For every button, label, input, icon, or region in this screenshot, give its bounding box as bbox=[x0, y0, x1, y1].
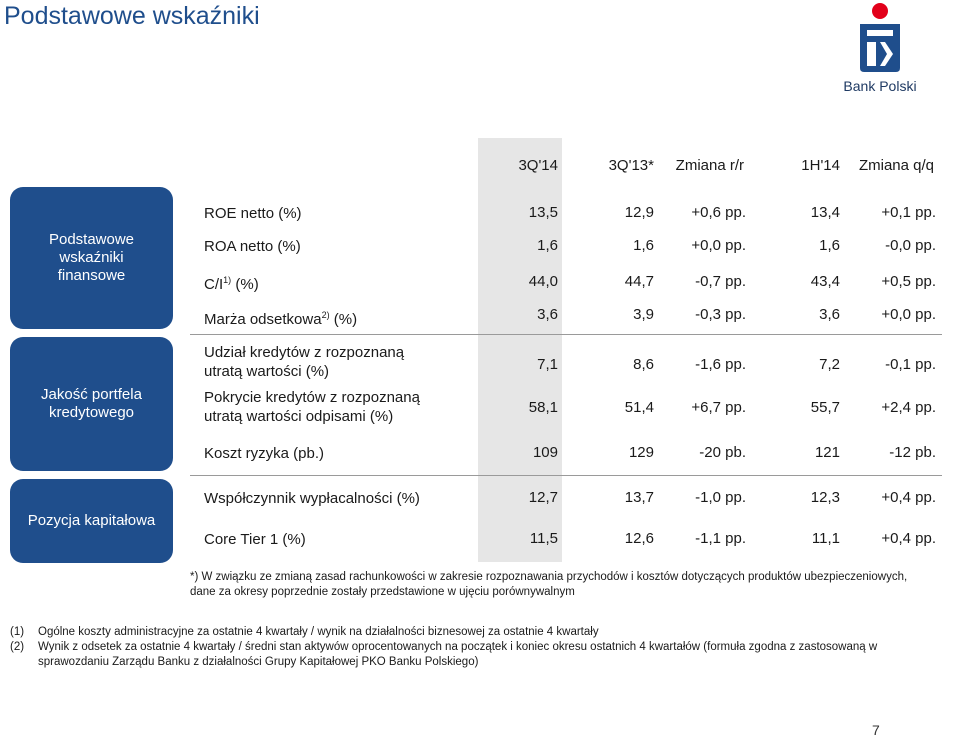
note-line: dane za okresy poprzednie zostały przeds… bbox=[190, 586, 575, 598]
col-header-3q13: 3Q'13* bbox=[608, 157, 654, 174]
cell-value: 51,4 bbox=[624, 399, 654, 416]
cell-value: +6,7 pp. bbox=[691, 399, 746, 416]
cell-value: -20 pb. bbox=[699, 444, 746, 461]
section-label: Jakość portfela kredytowego bbox=[41, 386, 142, 421]
footnote-number: (1) bbox=[10, 626, 25, 638]
cell-value: 58,1 bbox=[528, 399, 558, 416]
row-label-core-tier-1: Core Tier 1 (%) bbox=[204, 531, 306, 548]
cell-value: 1,6 bbox=[537, 237, 558, 254]
section-capital-position: Pozycja kapitałowa bbox=[10, 479, 173, 563]
cell-value: -0,3 pp. bbox=[695, 306, 746, 323]
cell-value: 44,0 bbox=[528, 273, 558, 290]
cell-value: 11,1 bbox=[811, 530, 840, 547]
footnote-text: Wynik z odsetek za ostatnie 4 kwartały /… bbox=[38, 641, 878, 668]
col-header-change-yoy: Zmiana r/r bbox=[675, 157, 744, 174]
section-label: Podstawowe wskaźniki finansowe bbox=[48, 231, 135, 284]
cell-value: 109 bbox=[532, 444, 558, 461]
section-divider bbox=[190, 475, 942, 476]
section-label: Pozycja kapitałowa bbox=[27, 512, 156, 529]
cell-value: -1,6 pp. bbox=[695, 356, 746, 373]
cell-value: 1,6 bbox=[819, 237, 840, 254]
cell-value: 13,7 bbox=[624, 489, 654, 506]
col-header-1h14: 1H'14 bbox=[801, 157, 840, 174]
footnote-number: (2) bbox=[10, 641, 25, 653]
cell-value: +2,4 pp. bbox=[881, 399, 936, 416]
cell-value: 13,4 bbox=[810, 204, 840, 221]
cell-value: 3,6 bbox=[819, 306, 840, 323]
cell-value: -0,1 pp. bbox=[885, 356, 936, 373]
row-label-margin: Marża odsetkowa2) (%) bbox=[204, 306, 357, 329]
cell-value: +0,0 pp. bbox=[691, 237, 746, 254]
logo-text: Bank Polski bbox=[843, 78, 917, 94]
row-label-line: utratą wartości odpisami (%) bbox=[204, 408, 394, 425]
cell-value: 7,2 bbox=[819, 356, 840, 373]
cell-value: +0,0 pp. bbox=[881, 306, 936, 323]
restatement-note: *) W związku ze zmianą zasad rachunkowoś… bbox=[190, 570, 907, 600]
cell-value: -0,0 pp. bbox=[885, 237, 936, 254]
cell-value: -0,7 pp. bbox=[695, 273, 746, 290]
footnote-ref: 1) bbox=[223, 275, 232, 285]
cell-value: -1,0 pp. bbox=[695, 489, 746, 506]
row-label-roa: ROA netto (%) bbox=[204, 238, 301, 255]
cell-value: 12,3 bbox=[810, 489, 840, 506]
cell-value: +0,6 pp. bbox=[691, 204, 746, 221]
row-label-roe: ROE netto (%) bbox=[204, 205, 302, 222]
row-label-solvency-ratio: Współczynnik wypłacalności (%) bbox=[204, 490, 420, 507]
cell-value: 3,6 bbox=[537, 306, 558, 323]
cell-value: 121 bbox=[814, 444, 840, 461]
cell-value: 12,9 bbox=[624, 204, 654, 221]
note-line: *) W związku ze zmianą zasad rachunkowoś… bbox=[190, 571, 908, 583]
cell-value: 55,7 bbox=[810, 399, 840, 416]
row-label-text: C/I bbox=[204, 276, 224, 293]
cell-value: 7,1 bbox=[537, 356, 558, 373]
col-header-change-qoq: Zmiana q/q bbox=[858, 157, 934, 174]
row-label-impaired-coverage: Pokrycie kredytów z rozpoznaną utratą war… bbox=[204, 388, 420, 426]
cell-value: 3,9 bbox=[633, 306, 654, 323]
row-label-line: Udział kredytów z rozpoznaną bbox=[204, 344, 405, 361]
col-header-3q14: 3Q'14 bbox=[518, 157, 558, 174]
cell-value: +0,1 pp. bbox=[881, 204, 936, 221]
cell-value: +0,4 pp. bbox=[881, 489, 936, 506]
cell-value: 129 bbox=[628, 444, 654, 461]
row-label-unit: (%) bbox=[329, 311, 358, 328]
cell-value: 43,4 bbox=[810, 273, 840, 290]
pko-logo-icon bbox=[860, 3, 900, 72]
bank-logo: Bank Polski bbox=[842, 2, 918, 97]
cell-value: 11,5 bbox=[529, 530, 558, 547]
cell-value: 13,5 bbox=[528, 204, 558, 221]
row-label-line: utratą wartości (%) bbox=[204, 363, 330, 380]
cell-value: +0,5 pp. bbox=[881, 273, 936, 290]
row-label-cost-of-risk: Koszt ryzyka (pb.) bbox=[204, 445, 325, 462]
cell-value: 8,6 bbox=[633, 356, 654, 373]
section-divider bbox=[190, 334, 942, 335]
highlight-column-3q14 bbox=[478, 138, 562, 562]
row-label-line: Pokrycie kredytów z rozpoznaną bbox=[204, 389, 420, 406]
footnote-ref: 2) bbox=[321, 310, 330, 320]
cell-value: 1,6 bbox=[633, 237, 654, 254]
cell-value: 44,7 bbox=[624, 273, 654, 290]
section-financial-ratios: Podstawowe wskaźniki finansowe bbox=[10, 187, 173, 329]
section-loan-portfolio-quality: Jakość portfela kredytowego bbox=[10, 337, 173, 471]
cell-value: -12 pb. bbox=[889, 444, 936, 461]
cell-value: +0,4 pp. bbox=[881, 530, 936, 547]
cell-value: -1,1 pp. bbox=[695, 530, 746, 547]
footnote-text: Ogólne koszty administracyjne za ostatni… bbox=[38, 626, 599, 638]
cell-value: 12,6 bbox=[624, 530, 654, 547]
row-label-unit: (%) bbox=[231, 276, 259, 293]
row-label-impaired-share: Udział kredytów z rozpoznaną utratą warto… bbox=[204, 343, 404, 381]
row-label-ci: C/I1) (%) bbox=[204, 271, 259, 294]
page-number: 7 bbox=[872, 722, 880, 738]
row-label-text: Marża odsetkowa bbox=[204, 311, 322, 328]
cell-value: 12,7 bbox=[528, 489, 558, 506]
page-title: Podstawowe wskaźniki bbox=[4, 2, 260, 30]
